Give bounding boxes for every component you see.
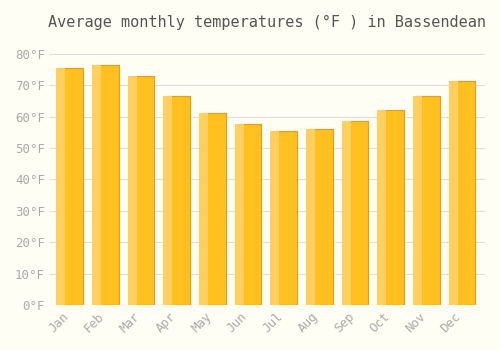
Bar — [448, 80, 458, 305]
Bar — [380, 110, 404, 305]
Bar — [199, 113, 208, 305]
Bar — [96, 65, 118, 305]
Bar — [234, 125, 244, 305]
Bar — [380, 110, 404, 305]
Bar — [413, 96, 422, 305]
Bar — [452, 80, 475, 305]
Bar — [56, 68, 66, 305]
Bar — [274, 131, 297, 305]
Bar — [342, 121, 351, 305]
Bar — [416, 96, 440, 305]
Bar — [131, 76, 154, 305]
Title: Average monthly temperatures (°F ) in Bassendean: Average monthly temperatures (°F ) in Ba… — [48, 15, 486, 30]
Bar — [274, 131, 297, 305]
Bar — [166, 96, 190, 305]
Bar — [128, 76, 137, 305]
Bar — [131, 76, 154, 305]
Bar — [163, 96, 172, 305]
Bar — [377, 110, 386, 305]
Bar — [306, 129, 315, 305]
Bar — [310, 129, 332, 305]
Bar — [60, 68, 83, 305]
Bar — [310, 129, 332, 305]
Bar — [452, 80, 475, 305]
Bar — [416, 96, 440, 305]
Bar — [202, 113, 226, 305]
Bar — [238, 125, 261, 305]
Bar — [92, 65, 101, 305]
Bar — [345, 121, 368, 305]
Bar — [345, 121, 368, 305]
Bar — [60, 68, 83, 305]
Bar — [96, 65, 118, 305]
Bar — [202, 113, 226, 305]
Bar — [238, 125, 261, 305]
Bar — [166, 96, 190, 305]
Bar — [270, 131, 280, 305]
